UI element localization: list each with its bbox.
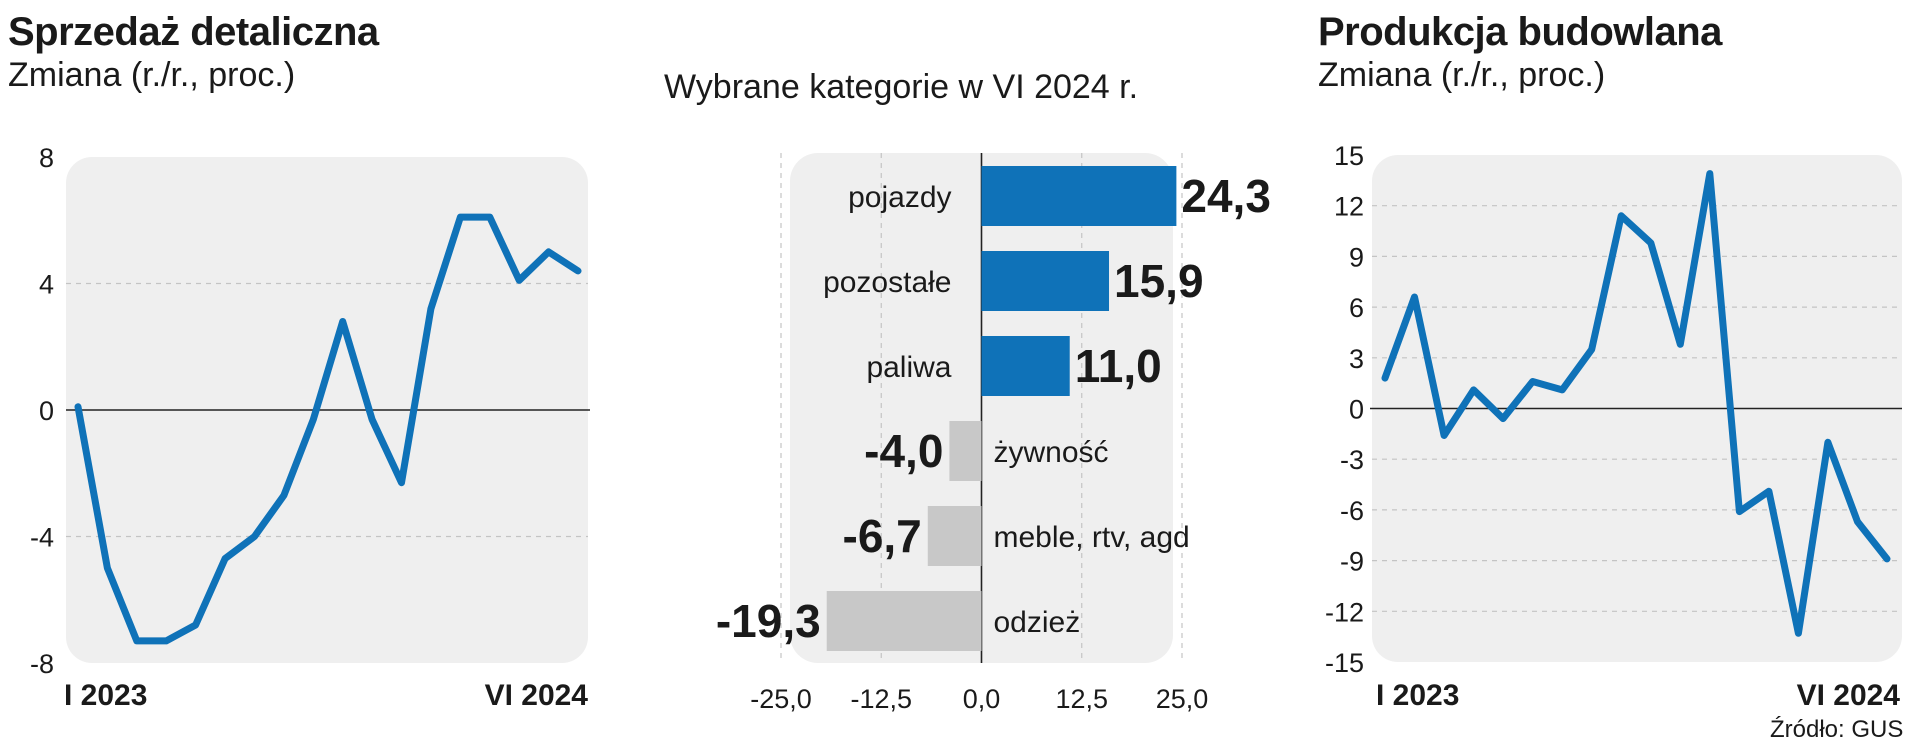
construction-y-tick-label: -3: [1340, 445, 1364, 475]
bars-x-tick-label: 12,5: [1055, 684, 1108, 714]
construction-title: Produkcja budowlana: [1318, 10, 1722, 54]
bar-category-label: żywność: [994, 436, 1109, 469]
retail-series-line: [74, 213, 582, 645]
construction-x-tick-label: I 2023: [1376, 679, 1459, 712]
construction-data-point: [1501, 417, 1505, 421]
bar-category-label: paliwa: [866, 351, 951, 384]
bar-4: [949, 421, 982, 481]
construction-data-point: [1442, 434, 1446, 438]
construction-y-tick-label: 9: [1349, 242, 1364, 272]
retail-data-point: [400, 481, 404, 485]
construction-data-point: [1619, 214, 1623, 218]
construction-data-point: [1737, 510, 1741, 514]
construction-data-point: [1708, 172, 1712, 176]
retail-y-tick-label: -4: [30, 523, 54, 553]
construction-data-point: [1413, 295, 1417, 299]
retail-data-point: [76, 405, 80, 409]
retail-data-point: [135, 639, 139, 643]
construction-data-point: [1885, 557, 1889, 561]
bar-3: [981, 336, 1070, 396]
construction-y-tick-label: 3: [1349, 344, 1364, 374]
bar-5: [927, 506, 982, 566]
retail-data-point: [488, 215, 492, 219]
construction-x-tick-label: VI 2024: [1797, 679, 1901, 712]
bar-1: [981, 166, 1177, 226]
retail-data-point: [194, 623, 198, 627]
construction-y-tick-label: -6: [1340, 496, 1364, 526]
bar-category-label: meble, rtv, agd: [994, 521, 1190, 554]
bar-value-label: 24,3: [1181, 170, 1271, 222]
construction-y-tick-label: 12: [1334, 192, 1364, 222]
construction-data-point: [1590, 347, 1594, 351]
bars-x-tick-label: 0,0: [963, 684, 1001, 714]
source-note: Źródło: GUS: [1770, 716, 1904, 743]
construction-y-tick-label: 0: [1349, 395, 1364, 425]
construction-data-point: [1678, 342, 1682, 346]
construction-y-tick-label: -12: [1325, 597, 1364, 627]
retail-y-tick-label: 4: [39, 270, 54, 300]
bars-x-tick-label: -12,5: [850, 684, 912, 714]
retail-y-tick-label: -8: [30, 649, 54, 679]
bar-2: [981, 251, 1110, 311]
construction-y-tick-label: -9: [1340, 547, 1364, 577]
retail-y-tick-label: 8: [39, 143, 54, 173]
retail-data-point: [547, 250, 551, 254]
bar-value-label: 11,0: [1075, 340, 1162, 392]
bar-category-label: pozostałe: [823, 266, 951, 299]
retail-x-tick-label: I 2023: [64, 679, 147, 712]
retail-y-tick-label: 0: [39, 396, 54, 426]
construction-y-tick-label: 15: [1334, 141, 1364, 171]
retail-data-point: [311, 417, 315, 421]
categories-subtitle: Wybrane kategorie w VI 2024 r.: [664, 68, 1139, 106]
construction-data-point: [1649, 241, 1653, 245]
construction-data-point: [1767, 489, 1771, 493]
construction-data-point: [1826, 440, 1830, 444]
retail-data-point: [429, 307, 433, 311]
construction-y-tick-label: -15: [1325, 648, 1364, 678]
retail-data-point: [517, 278, 521, 282]
retail-data-point: [223, 557, 227, 561]
construction-y-tick-label: 6: [1349, 293, 1364, 323]
retail-data-point: [164, 639, 168, 643]
bars-x-tick-label: -25,0: [750, 684, 812, 714]
retail-data-point: [105, 566, 109, 570]
bar-value-label: -6,7: [843, 510, 922, 562]
construction-subtitle: Zmiana (r./r., proc.): [1318, 56, 1606, 94]
bar-category-label: pojazdy: [848, 181, 951, 214]
bar-value-label: -19,3: [716, 595, 821, 647]
bar-category-label: odzież: [994, 606, 1081, 639]
bar-value-label: -4,0: [864, 425, 943, 477]
retail-data-point: [341, 319, 345, 323]
retail-data-point: [282, 493, 286, 497]
retail-sales-subtitle: Zmiana (r./r., proc.): [8, 56, 296, 94]
construction-data-point: [1560, 388, 1564, 392]
retail-x-tick-label: VI 2024: [485, 679, 589, 712]
retail-data-point: [576, 269, 580, 273]
retail-sales-title: Sprzedaż detaliczna: [8, 10, 379, 54]
construction-data-point: [1796, 631, 1800, 635]
construction-data-point: [1383, 376, 1387, 380]
construction-series-line: [1381, 170, 1891, 637]
retail-data-point: [370, 417, 374, 421]
retail-data-point: [252, 535, 256, 538]
retail-data-point: [458, 215, 462, 219]
construction-data-point: [1531, 379, 1535, 383]
bar-6: [826, 591, 982, 651]
construction-data-point: [1472, 388, 1476, 392]
bar-value-label: 15,9: [1114, 255, 1204, 307]
construction-data-point: [1855, 520, 1859, 524]
bars-x-tick-label: 25,0: [1156, 684, 1209, 714]
